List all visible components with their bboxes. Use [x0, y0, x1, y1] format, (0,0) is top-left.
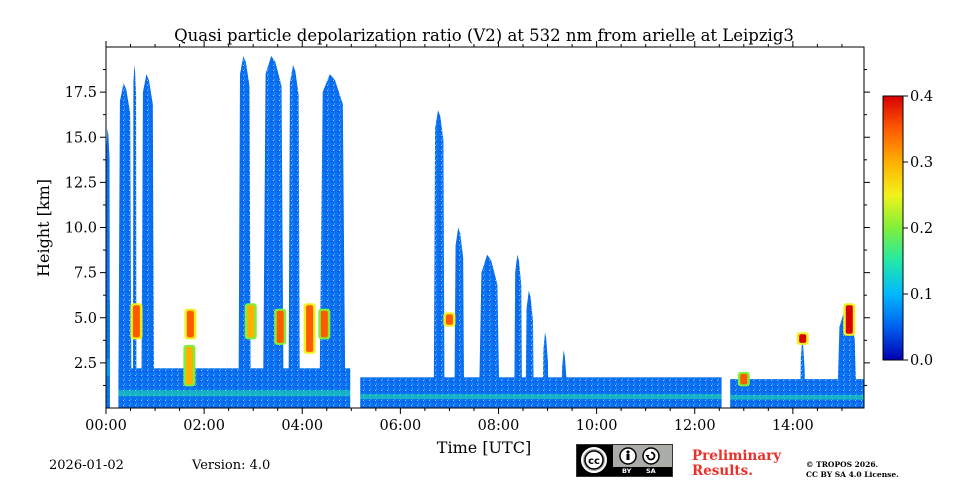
- copyright-line-2: CC BY SA 4.0 License.: [806, 470, 899, 479]
- cc-sa-text: SA: [646, 467, 656, 475]
- boundary-layer-signal: [106, 359, 110, 377]
- y-tick-label: 7.5: [74, 266, 97, 282]
- y-tick-label: 17.5: [65, 85, 97, 101]
- aerosol-feature: [306, 305, 314, 352]
- aerosol-feature: [320, 310, 328, 338]
- cloud-column: [118, 83, 132, 408]
- colorbar-tick-label: 0.2: [910, 221, 933, 237]
- x-tick-label: 08:00: [478, 418, 520, 434]
- cc-attribution-icons: [619, 447, 660, 465]
- axes: 00:00 02:00 04:00 06:00 08:00 10:00 12:00 14:00…: [65, 41, 870, 434]
- x-tick-label: 02:00: [183, 418, 225, 434]
- date-label: 2026-01-02: [49, 458, 124, 473]
- aerosol-feature: [799, 334, 807, 343]
- preliminary-line-1: Preliminary: [692, 448, 782, 464]
- colorbar-gradient: [882, 95, 904, 361]
- cloud-column: [141, 74, 155, 408]
- cloud-column: [478, 254, 500, 408]
- aerosol-feature: [845, 305, 853, 334]
- cloud-column: [238, 56, 251, 408]
- aerosol-feature: [186, 310, 194, 338]
- share-alike-icon: [642, 447, 660, 465]
- colorbar-tick-label: 0.0: [910, 353, 933, 369]
- aerosol-feature: [247, 305, 255, 338]
- cc-license-badge: cc BY SA: [576, 444, 673, 477]
- x-tick-label: 06:00: [379, 418, 421, 434]
- boundary-layer: [360, 377, 722, 408]
- cloud-column: [454, 227, 465, 408]
- cloud-column: [288, 65, 300, 408]
- x-tick-label: 04:00: [281, 418, 323, 434]
- boundary-layer: [730, 379, 864, 408]
- colorbar: 0.0 0.1 0.2 0.3 0.4: [882, 89, 933, 369]
- chart-title: Quasi particle depolarization ratio (V2)…: [174, 26, 794, 45]
- boundary-layer: [106, 299, 110, 408]
- colorbar-tick-label: 0.3: [910, 155, 933, 171]
- cloud-column: [514, 254, 523, 408]
- preliminary-results-note: Preliminary Results.: [692, 449, 781, 479]
- boundary-layer: [118, 368, 351, 408]
- data-gap: [109, 47, 119, 408]
- colorbar-tick-label: 0.1: [910, 287, 933, 303]
- cc-by-text: BY: [622, 467, 632, 475]
- aerosol-feature: [445, 314, 453, 325]
- x-tick-label: 00:00: [85, 418, 127, 434]
- cc-circle-icon: cc: [581, 447, 607, 473]
- copyright-note: © TROPOS 2026. CC BY SA 4.0 License.: [806, 460, 899, 480]
- cloud-column: [262, 56, 284, 408]
- cc-logo: cc: [577, 445, 613, 476]
- x-tick-label: 10:00: [576, 418, 618, 434]
- x-tick-label: 12:00: [674, 418, 716, 434]
- svg-text:cc: cc: [588, 456, 600, 467]
- x-tick-label: 14:00: [772, 418, 814, 434]
- copyright-line-1: © TROPOS 2026.: [806, 460, 879, 469]
- y-tick-label: 10.0: [65, 221, 97, 237]
- aerosol-feature: [740, 373, 748, 385]
- cloud-column: [433, 110, 445, 408]
- version-label: Version: 4.0: [192, 458, 271, 473]
- boundary-layer-signal: [360, 394, 722, 400]
- aerosol-feature: [185, 346, 193, 385]
- aerosol-feature: [276, 310, 284, 343]
- cloud-column: [132, 65, 137, 408]
- y-tick-label: 12.5: [65, 175, 97, 191]
- boundary-layer-signal: [118, 390, 351, 397]
- y-tick-label: 5.0: [74, 311, 97, 327]
- data-gap: [721, 47, 731, 408]
- cloud-column: [319, 74, 346, 408]
- data-gap: [350, 47, 361, 408]
- colorbar-tick-label: 0.4: [910, 89, 933, 105]
- y-axis-label: Height [km]: [34, 179, 53, 277]
- aerosol-feature: [132, 305, 140, 338]
- y-tick-label: 15.0: [65, 130, 97, 146]
- boundary-layer-signal: [730, 395, 864, 400]
- y-tick-label: 2.5: [74, 356, 97, 372]
- plot-area: [106, 47, 864, 408]
- preliminary-line-2: Results.: [692, 463, 753, 479]
- x-axis-label: Time [UTC]: [437, 438, 531, 457]
